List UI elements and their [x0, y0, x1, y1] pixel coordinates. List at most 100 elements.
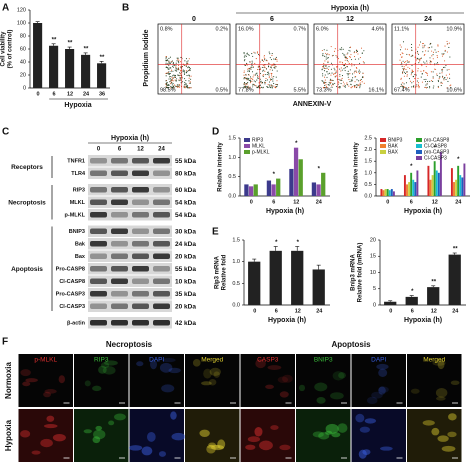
blot-band — [111, 241, 128, 247]
flow-event — [176, 78, 178, 80]
flow-event — [432, 58, 434, 60]
blot-band — [111, 266, 128, 272]
flow-event — [450, 84, 452, 86]
blot-band — [111, 187, 128, 193]
flow-event — [432, 77, 434, 79]
flow-event — [333, 50, 336, 52]
flow-event — [403, 61, 405, 63]
significance: * — [411, 289, 414, 295]
flow-event — [173, 87, 175, 89]
bar — [437, 172, 440, 196]
flow-event — [344, 85, 346, 87]
flow-event — [363, 82, 365, 84]
flow-event — [342, 85, 344, 87]
bar — [455, 179, 458, 196]
flow-event — [254, 81, 257, 83]
cell — [209, 367, 221, 376]
flow-event — [169, 56, 171, 58]
cell — [378, 386, 386, 395]
flow-event — [437, 79, 439, 81]
flow-event — [184, 81, 186, 83]
x-tick-label: 12 — [431, 308, 437, 314]
flow-event — [273, 76, 275, 78]
bar — [461, 177, 464, 196]
flow-event — [437, 45, 439, 47]
micrograph — [351, 409, 406, 462]
flow-event — [339, 75, 341, 77]
flow-event — [429, 62, 431, 64]
flow-event — [264, 82, 266, 84]
flow-event — [177, 60, 179, 63]
flow-event — [188, 80, 190, 82]
flow-event — [401, 56, 403, 59]
flow-event — [168, 78, 170, 80]
flow-event — [333, 72, 335, 75]
blot-band — [132, 187, 149, 193]
flow-event — [423, 78, 425, 81]
flow-event — [262, 60, 265, 62]
flow-frame — [391, 23, 465, 95]
cell — [93, 429, 106, 440]
y-tick-label: 0 — [373, 302, 376, 308]
cell — [44, 389, 57, 394]
flow-event — [338, 78, 340, 80]
flow-event — [186, 83, 188, 85]
channel-label: DAPI — [149, 357, 164, 364]
flow-event — [434, 49, 436, 51]
flow-event — [359, 71, 361, 73]
flow-event — [183, 71, 185, 73]
x-axis-label: Hypoxia (h) — [404, 208, 442, 215]
flow-event — [247, 85, 249, 88]
flow-event — [349, 56, 352, 58]
flow-event — [249, 76, 252, 78]
flow-event — [440, 81, 442, 83]
cell — [422, 420, 435, 426]
flow-event — [172, 82, 174, 85]
flow-event — [270, 65, 272, 67]
flow-event — [355, 49, 358, 52]
flow-event — [441, 70, 443, 72]
row-label: Hypoxia — [4, 419, 13, 451]
cell — [247, 436, 261, 443]
flow-event — [338, 85, 340, 88]
legend-swatch — [244, 144, 250, 148]
flow-event — [432, 71, 434, 73]
flow-event — [327, 60, 329, 62]
cell — [437, 435, 449, 442]
flow-event — [349, 73, 351, 75]
protein-label: MLKL — [70, 200, 86, 206]
flow-event — [330, 81, 332, 83]
flow-event — [333, 67, 335, 69]
flow-event — [263, 56, 265, 58]
significance: * — [275, 240, 278, 246]
flow-event — [273, 85, 275, 87]
flow-event — [354, 58, 356, 60]
flow-event — [423, 54, 425, 56]
flow-event — [351, 63, 353, 65]
flow-event — [249, 82, 252, 84]
cell — [450, 380, 460, 386]
flow-event — [173, 84, 175, 86]
panel-label: E — [212, 227, 219, 238]
flow-event — [360, 78, 362, 80]
flow-event — [168, 65, 170, 67]
flow-event — [181, 66, 184, 68]
flow-event — [431, 50, 433, 52]
flow-event — [328, 81, 330, 83]
cell — [170, 411, 177, 420]
flow-event — [325, 58, 327, 60]
flow-event — [186, 61, 188, 63]
flow-event — [249, 61, 251, 63]
flow-event — [248, 74, 250, 76]
flow-event — [184, 84, 186, 86]
flow-event — [267, 84, 269, 86]
panel-label: A — [2, 3, 9, 14]
micrograph — [18, 409, 73, 462]
flow-event — [356, 50, 358, 53]
significance: ** — [52, 37, 57, 43]
flow-event — [353, 72, 355, 74]
flow-event — [419, 59, 421, 61]
x-axis-label: Hypoxia (h) — [266, 208, 304, 215]
flow-event — [327, 68, 329, 70]
flow-event — [425, 87, 428, 89]
